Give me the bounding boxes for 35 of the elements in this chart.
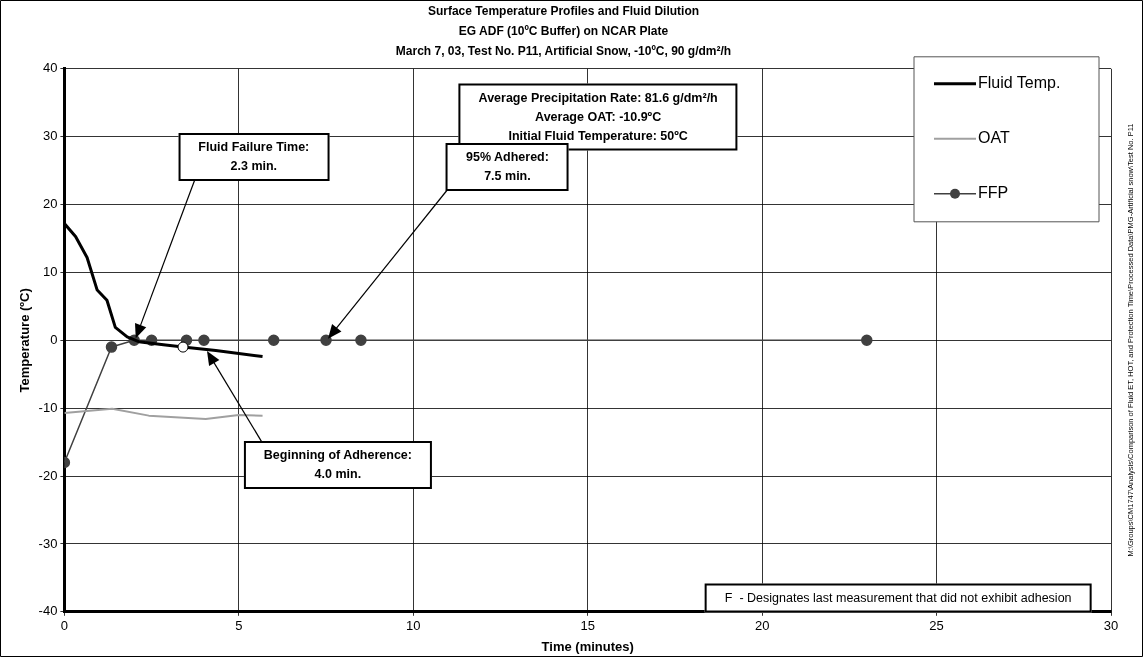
chart-title: Surface Temperature Profiles and Fluid Dilution: [427, 3, 700, 18]
legend-label: Fluid Temp.: [978, 74, 1061, 92]
annotation: F - Designates last measurement that did not exhibit adhesion: [704, 583, 1092, 613]
y-tick-label: -40: [38, 603, 58, 619]
point: [355, 334, 367, 347]
point: [320, 334, 332, 347]
x-tick-label: 20: [754, 618, 770, 634]
y-tick-label: 40: [42, 60, 58, 76]
y-tick-label: 30: [42, 128, 58, 144]
x-axis-title: Time (minutes): [541, 638, 634, 654]
legend-label: OAT: [978, 129, 1010, 147]
x-tick-label: 0: [60, 618, 69, 634]
y-tick-label: -30: [38, 535, 58, 551]
point: [198, 334, 210, 347]
point: [267, 334, 280, 347]
y-tick-label: -10: [38, 399, 58, 415]
annotation: Fluid Failure Time: 2.3 min.: [178, 133, 330, 182]
annotation: Average Precipitation Rate: 81.6 g/dm²/h Average OAT: -10.9ºC Initial Fluid Temperature: 50ºC: [458, 83, 738, 151]
y-tick-label: 0: [50, 331, 58, 347]
x-tick-label: 30: [1103, 618, 1119, 634]
annotation: 95% Adhered: 7.5 min.: [446, 142, 569, 191]
point: [861, 334, 873, 347]
y-tick-label: -20: [38, 467, 58, 483]
y-tick-label: 10: [42, 264, 58, 279]
x-tick-label: 5: [235, 618, 243, 634]
annotation: Beginning of Adherence: 4.0 min.: [243, 440, 432, 489]
y-axis-title: Temperature (ºC): [17, 288, 33, 393]
point: [177, 341, 189, 353]
point: [105, 341, 118, 353]
x-tick-label: 15: [580, 618, 595, 634]
legend-label: FFP: [978, 184, 1009, 202]
x-tick-label: 10: [406, 618, 421, 634]
chart-subtitle: EG ADF (10ºC Buffer) on NCAR Plate March 7, 03, Test No. P11, Artificial Snow, -10ºC, 90 g/dm²/h: [395, 24, 732, 58]
y-tick-label: 20: [42, 196, 58, 212]
x-tick-label: 25: [929, 618, 944, 634]
